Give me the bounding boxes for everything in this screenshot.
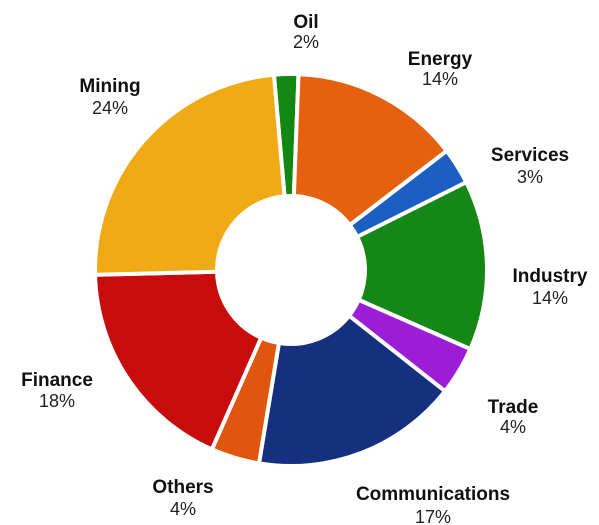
slice-label-services: Services xyxy=(491,145,569,166)
slice-mining xyxy=(93,72,287,277)
slice-label-communications: Communications xyxy=(356,484,510,505)
slice-label-mining: Mining xyxy=(79,76,140,97)
slice-industry xyxy=(355,180,489,352)
slice-percent-others: 4% xyxy=(170,499,196,519)
slice-percent-oil: 2% xyxy=(293,32,319,52)
chart-labels: Oil2%Energy14%Services3%Industry14%Trade… xyxy=(21,12,588,525)
slice-percent-mining: 24% xyxy=(92,98,128,118)
slice-label-finance: Finance xyxy=(21,370,93,391)
slice-percent-services: 3% xyxy=(517,167,543,187)
slice-percent-energy: 14% xyxy=(422,69,458,89)
slice-label-others: Others xyxy=(152,477,213,498)
slice-label-trade: Trade xyxy=(488,397,539,418)
slice-percent-industry: 14% xyxy=(532,288,568,308)
slice-label-industry: Industry xyxy=(513,266,588,287)
chart-slices xyxy=(93,72,489,468)
slice-percent-trade: 4% xyxy=(500,417,526,437)
slice-label-oil: Oil xyxy=(293,12,318,33)
slice-label-energy: Energy xyxy=(408,49,473,70)
slice-percent-finance: 18% xyxy=(39,391,75,411)
slice-finance xyxy=(93,269,264,452)
slice-energy xyxy=(291,72,449,228)
slice-communications xyxy=(256,313,448,468)
slice-percent-communications: 17% xyxy=(415,507,451,525)
